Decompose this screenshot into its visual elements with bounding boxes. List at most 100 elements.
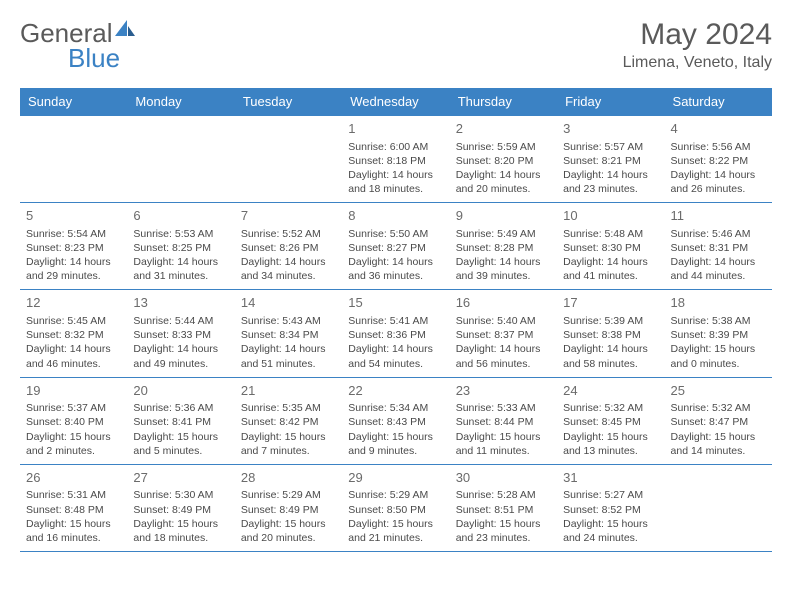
sunset-line: Sunset: 8:43 PM [348, 415, 443, 429]
sunset-line: Sunset: 8:30 PM [563, 241, 658, 255]
sunrise-line: Sunrise: 5:52 AM [241, 227, 336, 241]
calendar-day: 11Sunrise: 5:46 AMSunset: 8:31 PMDayligh… [665, 203, 772, 289]
day-number: 25 [671, 382, 766, 400]
calendar-day: 2Sunrise: 5:59 AMSunset: 8:20 PMDaylight… [450, 116, 557, 202]
daylight-line: Daylight: 14 hours and 41 minutes. [563, 255, 658, 283]
sunrise-line: Sunrise: 5:33 AM [456, 401, 551, 415]
sunset-line: Sunset: 8:36 PM [348, 328, 443, 342]
calendar-day: 1Sunrise: 6:00 AMSunset: 8:18 PMDaylight… [342, 116, 449, 202]
calendar-day: 16Sunrise: 5:40 AMSunset: 8:37 PMDayligh… [450, 290, 557, 376]
month-title: May 2024 [623, 18, 772, 52]
day-number: 10 [563, 207, 658, 225]
day-number: 15 [348, 294, 443, 312]
daylight-line: Daylight: 15 hours and 0 minutes. [671, 342, 766, 370]
sunset-line: Sunset: 8:22 PM [671, 154, 766, 168]
calendar-day-empty [235, 116, 342, 202]
sunrise-line: Sunrise: 5:38 AM [671, 314, 766, 328]
daylight-line: Daylight: 15 hours and 16 minutes. [26, 517, 121, 545]
calendar-week: 5Sunrise: 5:54 AMSunset: 8:23 PMDaylight… [20, 202, 772, 289]
sunrise-line: Sunrise: 5:48 AM [563, 227, 658, 241]
sunrise-line: Sunrise: 5:32 AM [671, 401, 766, 415]
calendar-day: 19Sunrise: 5:37 AMSunset: 8:40 PMDayligh… [20, 378, 127, 464]
sunset-line: Sunset: 8:20 PM [456, 154, 551, 168]
day-number: 31 [563, 469, 658, 487]
day-number: 5 [26, 207, 121, 225]
day-number: 21 [241, 382, 336, 400]
sail-icon [115, 18, 135, 36]
calendar-day: 12Sunrise: 5:45 AMSunset: 8:32 PMDayligh… [20, 290, 127, 376]
daylight-line: Daylight: 14 hours and 39 minutes. [456, 255, 551, 283]
sunrise-line: Sunrise: 5:37 AM [26, 401, 121, 415]
sunrise-line: Sunrise: 5:40 AM [456, 314, 551, 328]
daylight-line: Daylight: 14 hours and 51 minutes. [241, 342, 336, 370]
daylight-line: Daylight: 15 hours and 14 minutes. [671, 430, 766, 458]
sunset-line: Sunset: 8:48 PM [26, 503, 121, 517]
weekday-header: Monday [127, 88, 234, 115]
daylight-line: Daylight: 15 hours and 20 minutes. [241, 517, 336, 545]
calendar-day: 8Sunrise: 5:50 AMSunset: 8:27 PMDaylight… [342, 203, 449, 289]
calendar: SundayMondayTuesdayWednesdayThursdayFrid… [20, 88, 772, 552]
calendar-day: 13Sunrise: 5:44 AMSunset: 8:33 PMDayligh… [127, 290, 234, 376]
daylight-line: Daylight: 15 hours and 11 minutes. [456, 430, 551, 458]
daylight-line: Daylight: 15 hours and 18 minutes. [133, 517, 228, 545]
calendar-day: 4Sunrise: 5:56 AMSunset: 8:22 PMDaylight… [665, 116, 772, 202]
header: GeneralBlue May 2024 Limena, Veneto, Ita… [20, 18, 772, 74]
sunset-line: Sunset: 8:31 PM [671, 241, 766, 255]
calendar-day: 27Sunrise: 5:30 AMSunset: 8:49 PMDayligh… [127, 465, 234, 551]
day-number: 23 [456, 382, 551, 400]
logo: GeneralBlue [20, 18, 135, 74]
day-number: 3 [563, 120, 658, 138]
day-number: 24 [563, 382, 658, 400]
weekday-header: Sunday [20, 88, 127, 115]
day-number: 22 [348, 382, 443, 400]
weekday-header-row: SundayMondayTuesdayWednesdayThursdayFrid… [20, 88, 772, 115]
calendar-day-empty [665, 465, 772, 551]
daylight-line: Daylight: 14 hours and 44 minutes. [671, 255, 766, 283]
daylight-line: Daylight: 15 hours and 23 minutes. [456, 517, 551, 545]
calendar-day: 6Sunrise: 5:53 AMSunset: 8:25 PMDaylight… [127, 203, 234, 289]
daylight-line: Daylight: 14 hours and 29 minutes. [26, 255, 121, 283]
sunset-line: Sunset: 8:38 PM [563, 328, 658, 342]
calendar-week: 19Sunrise: 5:37 AMSunset: 8:40 PMDayligh… [20, 377, 772, 464]
daylight-line: Daylight: 14 hours and 49 minutes. [133, 342, 228, 370]
daylight-line: Daylight: 15 hours and 5 minutes. [133, 430, 228, 458]
weekday-header: Tuesday [235, 88, 342, 115]
sunset-line: Sunset: 8:18 PM [348, 154, 443, 168]
sunset-line: Sunset: 8:41 PM [133, 415, 228, 429]
sunset-line: Sunset: 8:51 PM [456, 503, 551, 517]
calendar-day-empty [127, 116, 234, 202]
daylight-line: Daylight: 14 hours and 58 minutes. [563, 342, 658, 370]
sunset-line: Sunset: 8:26 PM [241, 241, 336, 255]
sunset-line: Sunset: 8:27 PM [348, 241, 443, 255]
sunset-line: Sunset: 8:42 PM [241, 415, 336, 429]
daylight-line: Daylight: 15 hours and 21 minutes. [348, 517, 443, 545]
sunset-line: Sunset: 8:25 PM [133, 241, 228, 255]
sunset-line: Sunset: 8:49 PM [241, 503, 336, 517]
daylight-line: Daylight: 15 hours and 7 minutes. [241, 430, 336, 458]
calendar-day: 31Sunrise: 5:27 AMSunset: 8:52 PMDayligh… [557, 465, 664, 551]
weekday-header: Wednesday [342, 88, 449, 115]
sunset-line: Sunset: 8:32 PM [26, 328, 121, 342]
day-number: 4 [671, 120, 766, 138]
sunrise-line: Sunrise: 5:44 AM [133, 314, 228, 328]
calendar-week: 26Sunrise: 5:31 AMSunset: 8:48 PMDayligh… [20, 464, 772, 552]
calendar-day: 5Sunrise: 5:54 AMSunset: 8:23 PMDaylight… [20, 203, 127, 289]
day-number: 9 [456, 207, 551, 225]
daylight-line: Daylight: 15 hours and 2 minutes. [26, 430, 121, 458]
day-number: 6 [133, 207, 228, 225]
sunrise-line: Sunrise: 5:34 AM [348, 401, 443, 415]
day-number: 18 [671, 294, 766, 312]
sunset-line: Sunset: 8:40 PM [26, 415, 121, 429]
sunset-line: Sunset: 8:28 PM [456, 241, 551, 255]
sunrise-line: Sunrise: 5:49 AM [456, 227, 551, 241]
calendar-week: 1Sunrise: 6:00 AMSunset: 8:18 PMDaylight… [20, 115, 772, 202]
daylight-line: Daylight: 14 hours and 36 minutes. [348, 255, 443, 283]
sunrise-line: Sunrise: 5:45 AM [26, 314, 121, 328]
sunrise-line: Sunrise: 5:46 AM [671, 227, 766, 241]
daylight-line: Daylight: 14 hours and 54 minutes. [348, 342, 443, 370]
day-number: 16 [456, 294, 551, 312]
daylight-line: Daylight: 14 hours and 46 minutes. [26, 342, 121, 370]
calendar-day: 15Sunrise: 5:41 AMSunset: 8:36 PMDayligh… [342, 290, 449, 376]
sunrise-line: Sunrise: 5:28 AM [456, 488, 551, 502]
sunrise-line: Sunrise: 5:54 AM [26, 227, 121, 241]
